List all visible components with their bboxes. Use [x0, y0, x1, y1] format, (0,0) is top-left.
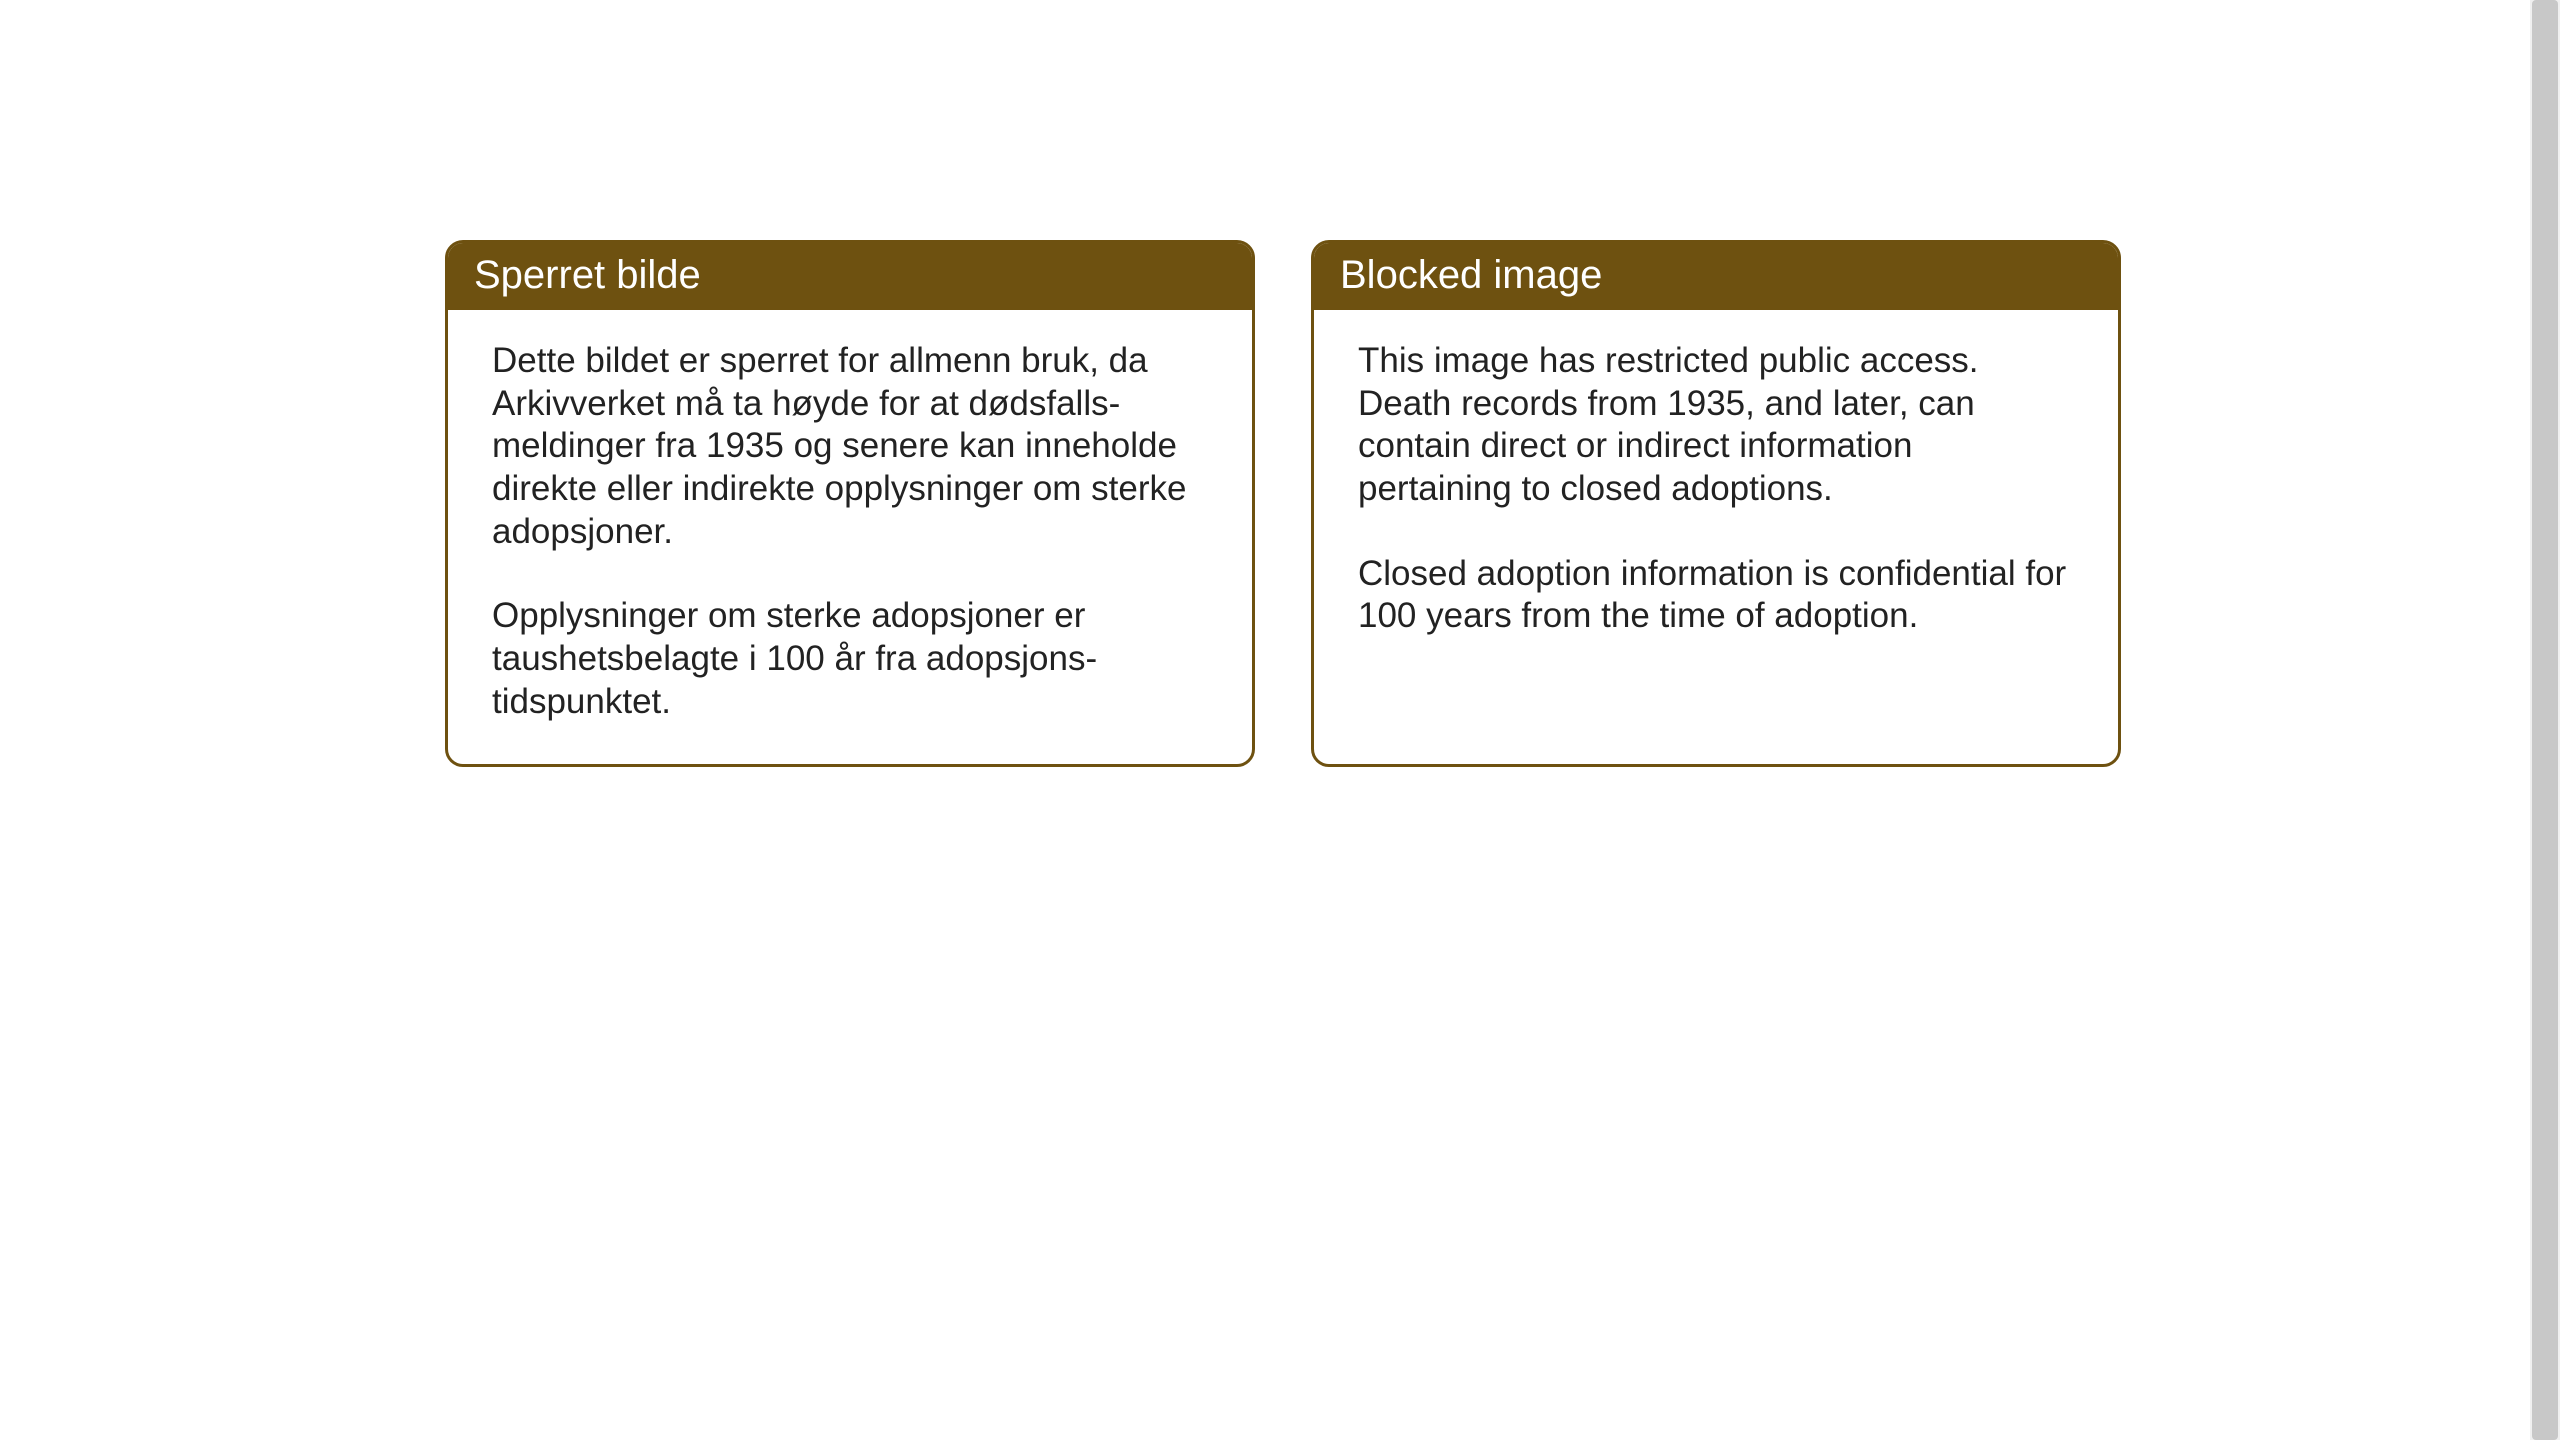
card-paragraph-english-1: This image has restricted public access.… — [1358, 340, 2074, 511]
card-paragraph-norwegian-1: Dette bildet er sperret for allmenn bruk… — [492, 340, 1208, 553]
card-paragraph-norwegian-2: Opplysninger om sterke adopsjoner er tau… — [492, 595, 1208, 723]
notice-cards-container: Sperret bilde Dette bildet er sperret fo… — [445, 240, 2121, 767]
card-body-english: This image has restricted public access.… — [1314, 310, 2118, 750]
card-body-norwegian: Dette bildet er sperret for allmenn bruk… — [448, 310, 1252, 764]
notice-card-english: Blocked image This image has restricted … — [1311, 240, 2121, 767]
card-paragraph-english-2: Closed adoption information is confident… — [1358, 553, 2074, 638]
card-title-norwegian: Sperret bilde — [448, 243, 1252, 310]
notice-card-norwegian: Sperret bilde Dette bildet er sperret fo… — [445, 240, 1255, 767]
card-title-english: Blocked image — [1314, 243, 2118, 310]
vertical-scrollbar-track[interactable] — [2530, 0, 2560, 1440]
vertical-scrollbar-thumb[interactable] — [2532, 0, 2558, 1440]
